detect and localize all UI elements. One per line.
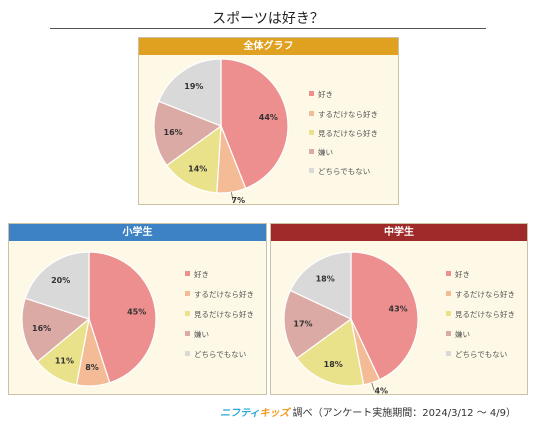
legend-label: どちらでもない <box>318 167 371 176</box>
panel-elementary: 小学生 45% 8% 11% 16% 20% 好き するだけなら好き 見るだけなら好き … <box>8 223 267 395</box>
legend-swatch <box>185 271 190 276</box>
legend-swatch <box>446 271 451 276</box>
legend-item: 嫌い <box>309 148 333 158</box>
data-label: 8% <box>85 363 99 372</box>
legend-item: 見るだけなら好き <box>446 310 515 320</box>
leader-line <box>371 382 375 391</box>
slice-neither <box>24 251 90 320</box>
slice-watch-only <box>165 124 222 194</box>
legend-item: するだけなら好き <box>446 290 515 300</box>
legend-swatch <box>309 168 314 173</box>
legend-label: どちらでもない <box>194 350 247 359</box>
overall-pie-chart: 44% 7% 14% 16% 19% <box>153 58 289 204</box>
legend-item: 見るだけなら好き <box>309 129 378 139</box>
footer-text: 調べ（アンケート実施期間：2024/3/12 ～ 4/9） <box>292 408 516 419</box>
brand-logo-part1: ニフティ <box>220 408 260 419</box>
data-label: 19% <box>184 82 203 91</box>
data-label: 44% <box>259 113 278 122</box>
slice-like <box>88 251 157 384</box>
legend-swatch <box>185 331 190 336</box>
data-label: 18% <box>324 360 343 369</box>
legend-swatch <box>309 149 314 154</box>
legend-label: 見るだけなら好き <box>455 310 515 319</box>
data-label: 16% <box>164 128 183 137</box>
legend-item: するだけなら好き <box>309 110 378 120</box>
data-label: 20% <box>51 276 70 285</box>
data-label: 4% <box>374 386 388 394</box>
data-label: 45% <box>127 307 146 316</box>
legend-swatch <box>309 130 314 135</box>
data-label: 17% <box>293 320 312 329</box>
legend-label: 好き <box>318 90 333 99</box>
legend-label: 見るだけなら好き <box>194 310 254 319</box>
legend-item: 好き <box>185 270 209 280</box>
legend-swatch <box>446 331 451 336</box>
panel-junior-high-header: 中学生 <box>271 224 527 241</box>
legend-swatch <box>185 351 190 356</box>
title-divider <box>50 28 486 29</box>
panel-overall-header: 全体グラフ <box>139 38 398 55</box>
slice-like <box>220 58 289 190</box>
legend-swatch <box>185 291 190 296</box>
brand-logo-part2: キッズ <box>259 408 290 419</box>
legend-item: 好き <box>446 270 470 280</box>
slice-dislike <box>153 100 223 167</box>
legend-swatch <box>309 91 314 96</box>
data-label: 14% <box>188 164 207 173</box>
panel-junior-high: 中学生 43% 4% 18% 17% 18% 好き するだけなら好き 見るだけなら好き … <box>270 223 528 395</box>
legend-swatch <box>446 311 451 316</box>
legend-item: どちらでもない <box>185 350 246 360</box>
footer-credit: ニフティキッズ 調べ（アンケート実施期間：2024/3/12 ～ 4/9） <box>220 404 516 419</box>
legend-item: どちらでもない <box>309 167 370 177</box>
junior-high-pie-chart: 43% 4% 18% 17% 18% <box>283 251 419 394</box>
data-label: 11% <box>55 357 74 366</box>
legend-item: 見るだけなら好き <box>185 310 254 320</box>
legend-item: どちらでもない <box>446 350 507 360</box>
legend-item: 嫌い <box>446 330 470 340</box>
panel-elementary-header: 小学生 <box>9 224 266 241</box>
legend-item: 好き <box>309 90 333 100</box>
slice-dislike <box>283 289 353 360</box>
legend-swatch <box>185 311 190 316</box>
legend-swatch <box>446 351 451 356</box>
legend-label: 見るだけなら好き <box>318 129 378 138</box>
legend-swatch <box>446 291 451 296</box>
legend-label: 嫌い <box>455 330 470 339</box>
slice-neither <box>289 251 352 320</box>
legend-label: 嫌い <box>194 330 209 339</box>
panel-overall: 全体グラフ 44% 7% 14% 16% 19% 好き するだけなら好き 見るだけなら好… <box>138 37 399 205</box>
page-title: スポーツは好き？ <box>212 11 324 27</box>
slice-neither <box>157 58 222 127</box>
data-label: 7% <box>232 196 246 204</box>
slice-watch-only <box>295 317 365 387</box>
legend-label: するだけなら好き <box>455 290 515 299</box>
legend-label: どちらでもない <box>455 350 508 359</box>
legend-swatch <box>309 111 314 116</box>
legend-item: 嫌い <box>185 330 209 340</box>
data-label: 16% <box>32 324 51 333</box>
legend-label: 好き <box>455 270 470 279</box>
slice-like <box>350 251 419 381</box>
legend-label: 嫌い <box>318 148 333 157</box>
legend-label: 好き <box>194 270 209 279</box>
data-label: 43% <box>389 304 408 313</box>
leader-line <box>231 192 234 201</box>
legend-label: するだけなら好き <box>318 110 378 119</box>
elementary-pie-chart: 45% 8% 11% 16% 20% <box>21 251 157 387</box>
legend-label: するだけなら好き <box>194 290 254 299</box>
legend-item: するだけなら好き <box>185 290 254 300</box>
data-label: 18% <box>316 274 335 283</box>
